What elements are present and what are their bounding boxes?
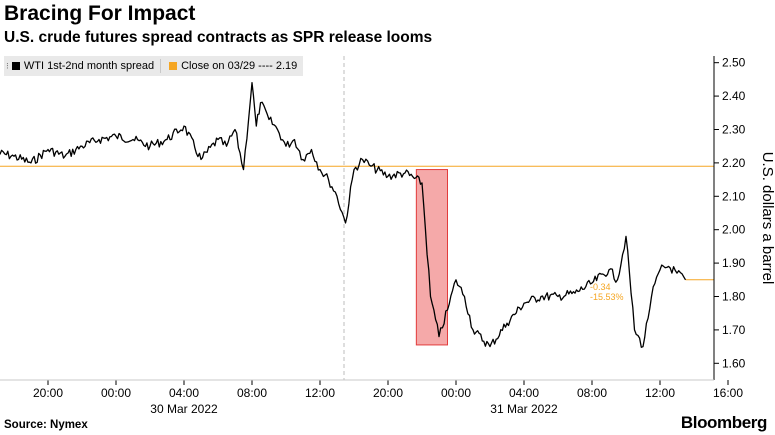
- legend-item-reference[interactable]: Close on 03/29 ---- 2.19: [167, 60, 297, 72]
- y-tick-label: 2.30: [722, 122, 746, 136]
- series-line: [0, 82, 687, 348]
- y-tick-label: 1.60: [722, 356, 746, 370]
- x-tick-label: 12:00: [645, 386, 675, 400]
- x-tick-labels: 20:00 00:00 04:00 08:00 12:00 20:00 00:00 04:00…: [33, 386, 743, 400]
- y-tick-label: 2.40: [722, 89, 746, 103]
- y-tick-label: 1.90: [722, 256, 746, 270]
- x-tick-label: 16:00: [713, 386, 743, 400]
- annotation-pct: -15.53%: [590, 292, 624, 302]
- chart-subtitle: U.S. crude futures spread contracts as S…: [4, 29, 433, 46]
- y-tick-label: 2.20: [722, 156, 746, 170]
- x-tick-label: 00:00: [101, 386, 131, 400]
- legend-reference-label: Close on 03/29 ---- 2.19: [181, 60, 298, 72]
- legend-item-series[interactable]: ⁝ WTI 1st-2nd month spread: [6, 60, 154, 72]
- x-tick-label: 20:00: [33, 386, 63, 400]
- series-swatch: [11, 62, 20, 70]
- legend-divider: [160, 59, 162, 73]
- annotation-change: -0.34: [590, 282, 611, 292]
- date-label-1: 30 Mar 2022: [150, 402, 218, 416]
- x-tick-label: 12:00: [305, 386, 335, 400]
- legend: ⁝ WTI 1st-2nd month spread Close on 03/2…: [4, 56, 304, 76]
- y-tick-labels: 2.50 2.40 2.30 2.20 2.10 2.00 1.90 1.80 1.70 1.60: [722, 56, 746, 371]
- grid-layer: [47, 56, 729, 385]
- legend-series-label: WTI 1st-2nd month spread: [23, 60, 155, 72]
- y-tick-label: 1.70: [722, 323, 746, 337]
- highlight-box: [415, 169, 449, 346]
- x-tick-label: 08:00: [237, 386, 267, 400]
- x-tick-label: 20:00: [373, 386, 403, 400]
- x-tick-label: 04:00: [169, 386, 199, 400]
- y-tick-label: 1.80: [722, 289, 746, 303]
- x-tick-label: 04:00: [509, 386, 539, 400]
- y-axis-label: U.S. dollars a barrel: [759, 152, 775, 285]
- y-tick-label: 2.00: [722, 223, 746, 237]
- reference-swatch: [169, 62, 178, 70]
- y-tick-label: 2.50: [722, 56, 746, 70]
- x-tick-label: 08:00: [577, 386, 607, 400]
- source-note: Source: Nymex: [4, 419, 88, 431]
- y-tick-label: 2.10: [722, 189, 746, 203]
- x-tick-label: 00:00: [441, 386, 471, 400]
- bloomberg-logo: Bloomberg: [680, 413, 768, 432]
- chart-title: Bracing For Impact: [4, 2, 196, 25]
- date-label-2: 31 Mar 2022: [490, 402, 558, 416]
- drag-grip-icon: ⁝: [6, 60, 9, 71]
